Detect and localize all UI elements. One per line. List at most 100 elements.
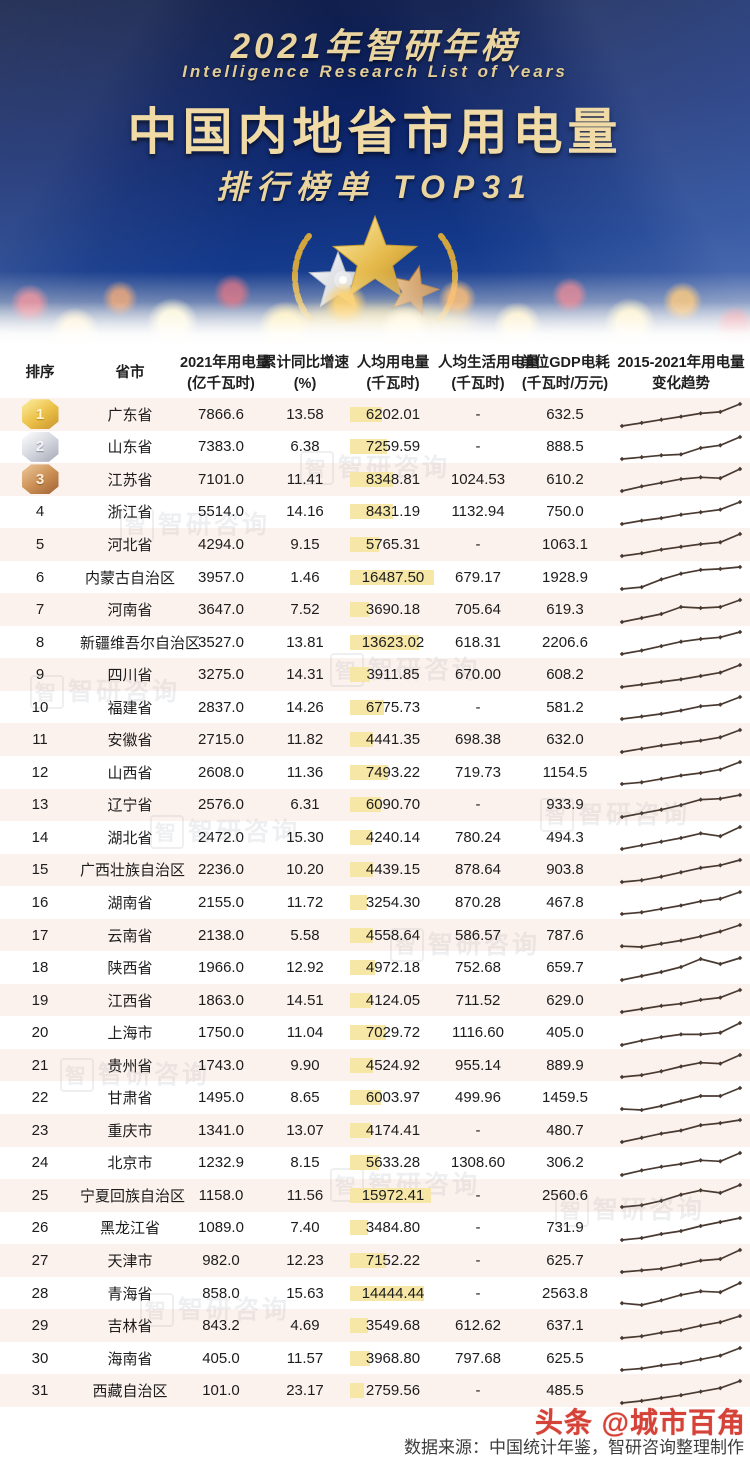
table-row: 11 安徽省 2715.0 11.82 4441.35 698.38 632.0 bbox=[0, 723, 750, 757]
rank-number: 1 bbox=[35, 405, 45, 423]
per-capita-life-cell-value: - bbox=[475, 1121, 481, 1139]
per-capita-cell: 4439.15 bbox=[348, 861, 438, 878]
rank-number: 24 bbox=[31, 1154, 49, 1172]
rank-cell: 26 bbox=[0, 1219, 80, 1236]
rank-number: 29 bbox=[31, 1317, 49, 1335]
trend-cell bbox=[612, 660, 750, 690]
rank-cell: 11 bbox=[0, 731, 80, 748]
gdp-intensity-cell: 731.9 bbox=[518, 1219, 612, 1236]
per-capita-life-cell-value: 797.68 bbox=[455, 1349, 501, 1367]
growth-cell: 1.46 bbox=[262, 569, 348, 586]
province-cell-value: 浙江省 bbox=[107, 504, 153, 522]
growth-cell: 11.82 bbox=[262, 731, 348, 748]
per-capita-cell: 4972.18 bbox=[348, 959, 438, 976]
gdp-intensity-cell-value: 494.3 bbox=[546, 828, 584, 846]
trend-sparkline bbox=[619, 1052, 743, 1080]
rank-number: 17 bbox=[31, 926, 49, 944]
table-row: 25 宁夏回族自治区 1158.0 11.56 15972.41 - 2560.6 bbox=[0, 1179, 750, 1212]
usage-cell: 1089.0 bbox=[180, 1219, 262, 1236]
trend-cell bbox=[612, 497, 750, 527]
trend-cell bbox=[612, 1278, 750, 1308]
per-capita-bar bbox=[350, 602, 369, 618]
gdp-intensity-cell-value: 637.1 bbox=[546, 1317, 584, 1335]
rank-number: 9 bbox=[35, 666, 45, 684]
gold-medal-icon: 1 bbox=[21, 399, 59, 430]
rank-number: 16 bbox=[31, 893, 49, 911]
banner: 2021年智研年榜 Intelligence Research List of … bbox=[0, 0, 750, 348]
per-capita-life-cell: - bbox=[438, 1122, 518, 1139]
per-capita-cell: 4524.92 bbox=[348, 1057, 438, 1074]
rank-cell: 5 bbox=[0, 536, 80, 553]
usage-cell-value: 843.2 bbox=[202, 1317, 240, 1335]
trend-cell bbox=[612, 432, 750, 462]
gdp-intensity-cell: 306.2 bbox=[518, 1154, 612, 1171]
per-capita-life-cell-value: - bbox=[475, 438, 481, 456]
growth-cell: 11.57 bbox=[262, 1350, 348, 1367]
growth-cell: 11.36 bbox=[262, 764, 348, 781]
rank-number: 31 bbox=[31, 1382, 49, 1400]
growth-cell-value: 14.16 bbox=[286, 503, 324, 521]
per-capita-life-cell-value: 612.62 bbox=[455, 1317, 501, 1335]
per-capita-life-cell-value: 705.64 bbox=[455, 601, 501, 619]
growth-cell-value: 10.20 bbox=[286, 861, 324, 879]
gdp-intensity-cell-value: 787.6 bbox=[546, 926, 584, 944]
per-capita-value: 3254.30 bbox=[365, 893, 421, 911]
rank-cell: 23 bbox=[0, 1122, 80, 1139]
per-capita-life-cell-value: 1132.94 bbox=[451, 503, 505, 521]
per-capita-bar bbox=[350, 569, 434, 585]
usage-cell: 3647.0 bbox=[180, 601, 262, 618]
gdp-intensity-cell-value: 1154.5 bbox=[542, 763, 588, 781]
growth-cell-value: 11.72 bbox=[286, 893, 324, 911]
province-cell: 四川省 bbox=[80, 664, 180, 685]
per-capita-life-cell: - bbox=[438, 536, 518, 553]
province-cell-value: 江苏省 bbox=[107, 471, 153, 489]
per-capita-life-cell-value: 870.28 bbox=[455, 893, 501, 911]
trend-sparkline bbox=[619, 760, 743, 787]
per-capita-life-cell-value: 780.24 bbox=[455, 828, 501, 846]
trend-sparkline bbox=[619, 1345, 743, 1373]
per-capita-value: 4240.14 bbox=[365, 828, 421, 846]
province-cell: 贵州省 bbox=[80, 1055, 180, 1076]
trend-sparkline bbox=[619, 597, 743, 624]
gdp-intensity-cell-value: 480.7 bbox=[546, 1121, 584, 1139]
growth-cell-value: 12.92 bbox=[286, 959, 324, 977]
table-row: 14 湖北省 2472.0 15.30 4240.14 780.24 494.3 bbox=[0, 821, 750, 854]
trend-cell bbox=[612, 1311, 750, 1341]
per-capita-value: 4124.05 bbox=[365, 991, 421, 1009]
per-capita-life-cell-value: - bbox=[475, 1251, 481, 1269]
per-capita-life-cell-value: 1308.60 bbox=[450, 1154, 506, 1172]
usage-cell: 858.0 bbox=[180, 1285, 262, 1302]
per-capita-value: 4558.64 bbox=[365, 926, 421, 944]
gdp-intensity-cell: 494.3 bbox=[518, 829, 612, 846]
trend-sparkline bbox=[619, 499, 743, 527]
province-cell-value: 内蒙古自治区 bbox=[84, 569, 175, 587]
rank-cell: 27 bbox=[0, 1252, 80, 1269]
per-capita-life-cell: 1132.94 bbox=[438, 503, 518, 520]
gdp-intensity-cell-value: 2206.6 bbox=[542, 633, 588, 651]
province-cell: 河南省 bbox=[80, 599, 180, 620]
usage-cell-value: 7383.0 bbox=[198, 438, 244, 456]
trend-sparkline bbox=[619, 629, 743, 657]
per-capita-cell: 15972.41 bbox=[348, 1187, 438, 1204]
usage-cell: 5514.0 bbox=[180, 503, 262, 520]
growth-cell: 12.23 bbox=[262, 1252, 348, 1269]
rank-number: 22 bbox=[31, 1089, 49, 1107]
table-row: 20 上海市 1750.0 11.04 7029.72 1116.60 405.0 bbox=[0, 1016, 750, 1049]
trend-sparkline bbox=[619, 922, 743, 950]
gdp-intensity-cell: 1928.9 bbox=[518, 569, 612, 586]
trend-cell bbox=[612, 1343, 750, 1373]
province-cell-value: 湖北省 bbox=[107, 829, 153, 847]
usage-cell-value: 1750.0 bbox=[198, 1024, 244, 1042]
trend-sparkline bbox=[619, 1183, 743, 1210]
usage-cell-value: 3957.0 bbox=[198, 568, 244, 586]
growth-cell: 8.15 bbox=[262, 1154, 348, 1171]
per-capita-value: 3690.18 bbox=[365, 601, 421, 619]
trend-cell bbox=[612, 985, 750, 1015]
growth-cell-value: 11.41 bbox=[286, 470, 324, 488]
per-capita-cell: 2759.56 bbox=[348, 1382, 438, 1399]
col-header-province: 省市 bbox=[115, 365, 145, 382]
rank-number: 21 bbox=[31, 1056, 49, 1074]
gdp-intensity-cell: 610.2 bbox=[518, 471, 612, 488]
per-capita-value: 7259.59 bbox=[365, 438, 421, 456]
per-capita-value: 7029.72 bbox=[365, 1024, 421, 1042]
